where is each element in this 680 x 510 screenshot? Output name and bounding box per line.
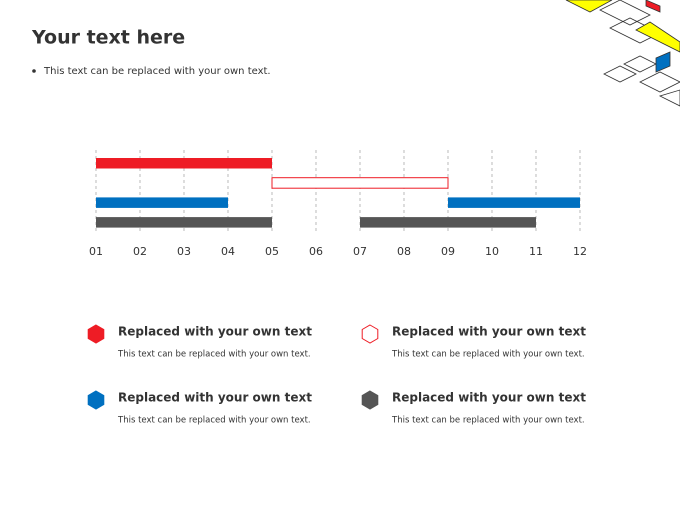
x-tick-label: 07 (353, 245, 367, 258)
legend-title: Replaced with your own text (118, 325, 312, 339)
x-tick-label: 01 (89, 245, 103, 258)
legend-icon (361, 324, 379, 344)
x-tick-label: 03 (177, 245, 191, 258)
bullet-dot (32, 69, 36, 73)
bar (360, 217, 536, 228)
legend-icon (87, 390, 105, 410)
legend-text: This text can be replaced with your own … (117, 350, 311, 360)
x-tick-label: 02 (133, 245, 147, 258)
bar (96, 217, 272, 228)
x-tick-label: 06 (309, 245, 323, 258)
decoration (565, 0, 680, 107)
bar (96, 197, 228, 208)
legend-text: This text can be replaced with your own … (391, 416, 585, 426)
x-tick-label: 08 (397, 245, 411, 258)
x-tick-label: 11 (529, 245, 543, 258)
legend-icon (361, 390, 379, 410)
legend-text: This text can be replaced with your own … (117, 416, 311, 426)
bar (448, 197, 580, 208)
legend-title: Replaced with your own text (118, 391, 312, 405)
bar (271, 177, 449, 189)
x-tick-label: 10 (485, 245, 499, 258)
legend: Replaced with your own text This text can… (87, 324, 586, 426)
legend-title: Replaced with your own text (392, 391, 586, 405)
x-tick-label: 04 (221, 245, 235, 258)
legend-title: Replaced with your own text (392, 325, 586, 339)
x-tick-label: 05 (265, 245, 279, 258)
bullet-text: This text can be replaced with your own … (43, 66, 271, 77)
title: Your text here (31, 27, 185, 49)
x-tick-label: 09 (441, 245, 455, 258)
legend-icon (87, 324, 105, 344)
bar (96, 158, 272, 169)
legend-text: This text can be replaced with your own … (391, 350, 585, 360)
chart: 01 02 03 04 05 06 07 08 09 10 11 12 (89, 150, 587, 258)
x-tick-label: 12 (573, 245, 587, 258)
